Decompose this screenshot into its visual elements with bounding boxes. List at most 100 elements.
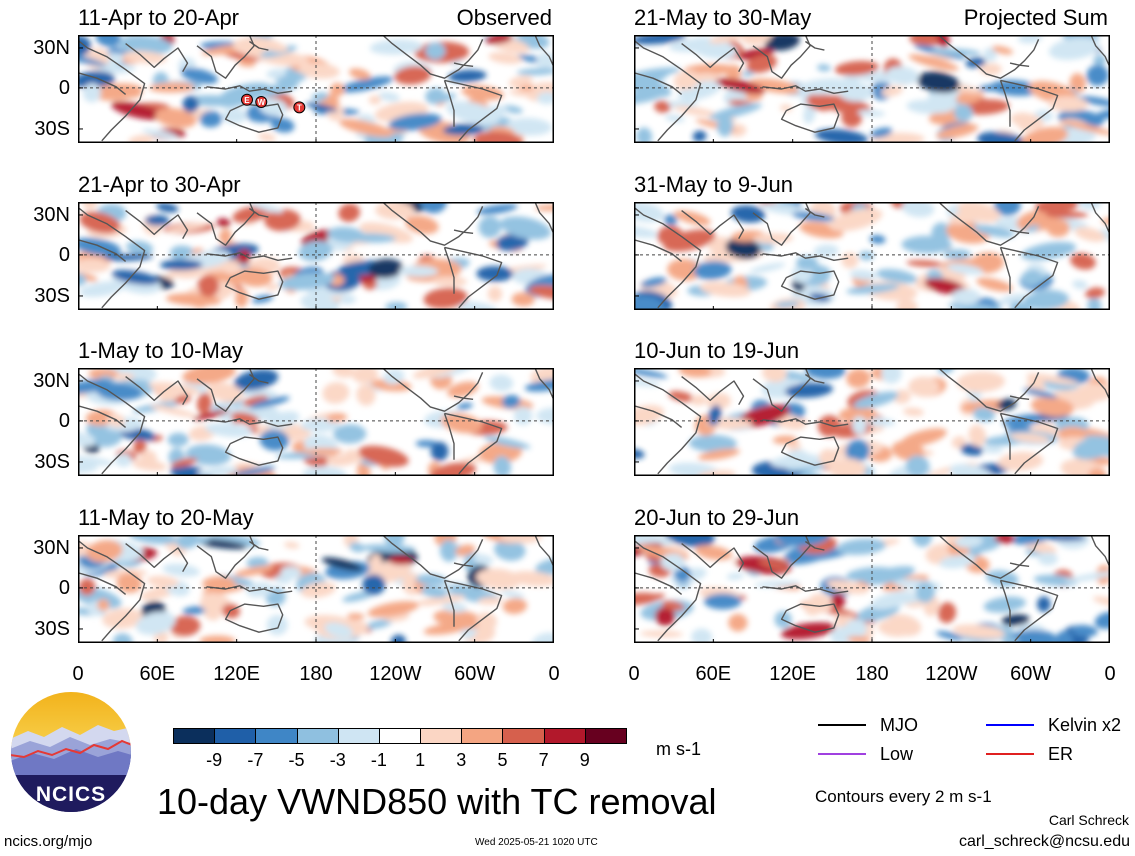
coastline [382,202,484,246]
colorbar-swatch [461,728,504,744]
coastline [224,436,284,466]
anomaly-cell [495,233,529,251]
anomaly-cell [192,409,230,421]
legend-label: ER [1048,744,1074,764]
anomaly-cell [501,590,525,599]
anomaly-cell [1021,126,1069,143]
anomaly-cell [207,382,244,403]
anomaly-cell [78,456,114,466]
anomaly-cell [237,59,256,67]
anomaly-cell [657,225,683,246]
anomaly-cell [461,85,504,101]
coastline [938,35,1040,79]
coastline [762,585,849,594]
anomaly-cell [405,215,439,235]
coastline [534,35,554,68]
anomaly-cell [476,203,518,215]
tc-marker-label: E [244,96,250,105]
anomaly-cell [94,430,122,448]
coastline [681,376,745,406]
anomaly-cell [634,592,659,606]
legend-label: Kelvin x2 [1048,715,1122,735]
anomaly-cell [298,62,340,79]
anomaly-cell [1071,624,1098,637]
anomaly-cell [78,379,112,395]
anomaly-cell [906,99,948,114]
x-tick-label: 120W [925,663,978,685]
anomaly-cell [654,100,671,113]
anomaly-cell [420,585,448,598]
anomaly-cell [876,268,918,284]
anomaly-cell [753,580,801,588]
anomaly-cell [886,614,922,637]
anomaly-cell [249,396,290,409]
anomaly-cell [223,263,242,275]
coastline [78,405,127,428]
anomaly-cell [347,613,365,620]
anomaly-cell [333,424,367,444]
y-tick-label: 0 [58,577,70,599]
coastline [634,405,683,428]
site-link[interactable]: ncics.org/mjo [4,833,93,850]
anomaly-cell [88,368,120,381]
x-tick-label: 0 [548,663,560,685]
anomaly-cell [493,455,512,476]
anomaly-cell [634,202,665,223]
anomaly-cell [1009,301,1031,310]
anomaly-cell [339,295,357,305]
anomaly-cell [900,428,947,447]
anomaly-cell [906,260,944,267]
anomaly-cell [311,92,329,102]
x-tick-label: 180 [855,663,889,685]
coastline [249,540,269,551]
anomaly-cell [494,539,526,561]
anomaly-cell [690,394,707,406]
anomaly-cell [636,127,653,143]
anomaly-cell [808,593,833,614]
anomaly-cell [838,406,877,423]
coastline [453,562,474,567]
coastline [206,585,293,594]
y-tick-label: 30S [34,118,70,140]
anomaly-cell [1001,614,1030,626]
coastline [634,539,702,642]
coastline [1090,535,1110,568]
anomaly-cell [199,635,236,643]
coastline [444,579,503,642]
anomaly-cell [803,103,816,124]
coastline [443,413,455,460]
colorbar-label: 1 [415,750,426,770]
anomaly-cell [749,78,802,94]
coastline [752,202,811,246]
anomaly-cell [1048,37,1100,60]
anomaly-cell [943,249,972,260]
coastline [125,543,189,573]
coastline [938,202,1040,246]
anomaly-cell [1078,96,1110,107]
tc-marker [293,101,306,114]
anomaly-cell [661,600,685,611]
anomaly-cell [126,240,154,255]
anomaly-cell [524,82,554,102]
anomaly-cell [232,466,276,476]
colorbar-swatch [420,728,463,744]
anomaly-cell [931,48,981,56]
coastline [780,270,840,300]
anomaly-cell [167,432,189,447]
anomaly-cell [274,575,292,585]
anomaly-cell [667,258,703,281]
anomaly-cell [300,418,340,433]
anomaly-cell [129,535,178,545]
anomaly-cell [160,259,203,271]
anomaly-cell [905,455,930,476]
anomaly-cell [499,216,552,240]
anomaly-cell [330,82,345,97]
anomaly-cell [796,255,818,271]
anomaly-cell [302,466,347,476]
anomaly-cell [168,268,202,279]
anomaly-cell [654,606,676,626]
coastline [196,535,255,579]
anomaly-cell [266,68,287,79]
panel-title: 11-May to 20-May [78,505,254,530]
coastline [224,270,284,300]
